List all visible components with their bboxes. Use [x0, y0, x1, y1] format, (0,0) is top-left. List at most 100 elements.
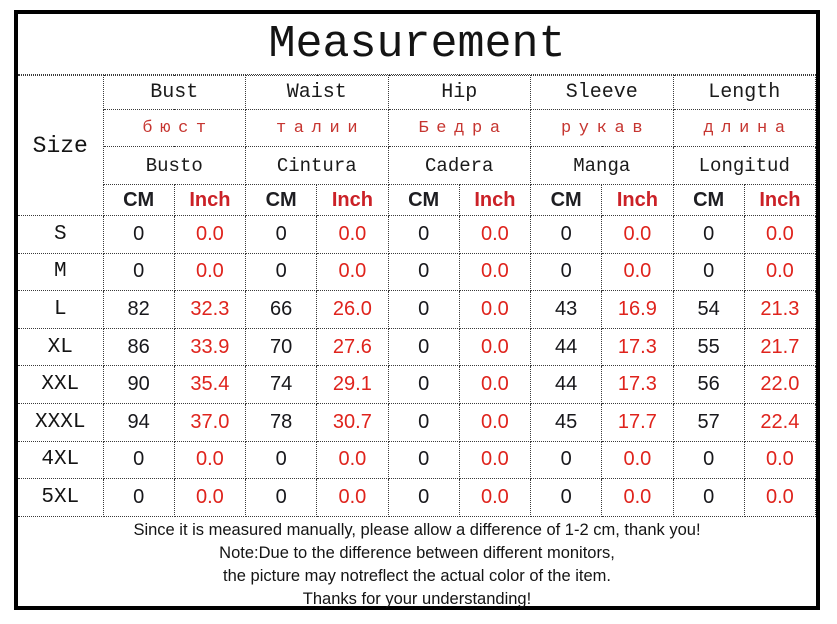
- size-row-xxl: XXL 90 35.4 74 29.1 0 0.0 44 17.3 56 22.0: [18, 365, 817, 404]
- value-cell-inch: 0.0: [458, 365, 532, 404]
- size-label: L: [18, 290, 104, 329]
- column-group-length-russian: длина: [672, 109, 816, 147]
- waist-inch-unit-header: Inch: [316, 184, 389, 216]
- value-cell-cm: 0: [672, 478, 745, 517]
- hip-inch-unit-header: Inch: [458, 184, 532, 216]
- value-cell-inch: 0.0: [316, 478, 389, 517]
- column-group-waist-english: Waist: [245, 75, 389, 110]
- value-cell-cm: 86: [102, 327, 175, 367]
- page-title: Measurement: [18, 14, 816, 75]
- value-cell-cm: 82: [102, 290, 175, 329]
- value-cell-inch: 0.0: [458, 478, 532, 517]
- value-cell-inch: 0.0: [458, 440, 532, 480]
- value-cell-inch: 0.0: [458, 402, 532, 442]
- size-column-header: Size: [18, 75, 104, 216]
- size-chart-frame: Measurement Size Bust Waist Hip Sleeve Lengt…: [14, 10, 820, 610]
- footer-line-4: Thanks for your understanding!: [302, 589, 532, 608]
- disclaimer-footer: Since it is measured manually, please al…: [18, 517, 816, 614]
- value-cell-inch: 0.0: [173, 215, 247, 254]
- column-group-bust-russian: бюст: [102, 109, 246, 147]
- value-cell-cm: 0: [387, 402, 460, 442]
- value-cell-cm: 0: [529, 252, 603, 292]
- value-cell-cm: 0: [387, 478, 460, 517]
- size-row-5xl: 5XL 0 0.0 0 0.0 0 0.0 0 0.0 0 0.0: [18, 478, 817, 517]
- value-cell-inch: 0.0: [601, 252, 674, 292]
- value-cell-cm: 70: [244, 327, 318, 367]
- column-group-bust-english: Bust: [102, 75, 246, 110]
- value-cell-inch: 0.0: [173, 440, 247, 480]
- value-cell-inch: 22.4: [743, 402, 817, 442]
- value-cell-cm: 74: [244, 365, 318, 404]
- size-label: XXXL: [18, 402, 104, 442]
- measurement-table-body: Size Bust Waist Hip Sleeve Length бюст талии Б…: [18, 75, 817, 517]
- size-row-l: L 82 32.3 66 26.0 0 0.0 43 16.9 54 21.3: [18, 290, 817, 329]
- column-group-hip-spanish: Cadera: [387, 146, 531, 185]
- value-cell-inch: 0.0: [458, 327, 532, 367]
- value-cell-cm: 0: [672, 252, 745, 292]
- column-group-sleeve-russian: рукав: [530, 109, 674, 147]
- value-cell-cm: 43: [529, 290, 603, 329]
- value-cell-cm: 44: [529, 365, 603, 404]
- value-cell-inch: 0.0: [743, 252, 817, 292]
- value-cell-cm: 0: [387, 440, 460, 480]
- value-cell-cm: 0: [244, 478, 318, 517]
- value-cell-inch: 30.7: [316, 402, 389, 442]
- column-group-length-spanish: Longitud: [672, 146, 816, 185]
- value-cell-cm: 0: [102, 215, 175, 254]
- size-label: M: [18, 252, 104, 292]
- value-cell-inch: 21.3: [743, 290, 817, 329]
- value-cell-inch: 0.0: [601, 478, 674, 517]
- value-cell-inch: 17.3: [601, 365, 674, 404]
- value-cell-inch: 32.3: [173, 290, 247, 329]
- value-cell-cm: 0: [387, 365, 460, 404]
- value-cell-inch: 0.0: [173, 252, 247, 292]
- size-label: S: [18, 215, 104, 254]
- value-cell-cm: 0: [244, 440, 318, 480]
- value-cell-cm: 94: [102, 402, 175, 442]
- value-cell-inch: 35.4: [173, 365, 247, 404]
- value-cell-cm: 0: [102, 440, 175, 480]
- value-cell-cm: 0: [672, 440, 745, 480]
- size-row-4xl: 4XL 0 0.0 0 0.0 0 0.0 0 0.0 0 0.0: [18, 440, 817, 480]
- value-cell-inch: 16.9: [601, 290, 674, 329]
- value-cell-cm: 0: [529, 215, 603, 254]
- column-group-sleeve-spanish: Manga: [530, 146, 674, 185]
- column-group-length-english: Length: [672, 75, 816, 110]
- value-cell-cm: 56: [672, 365, 745, 404]
- value-cell-cm: 0: [672, 215, 745, 254]
- value-cell-inch: 37.0: [173, 402, 247, 442]
- length-cm-unit-header: CM: [672, 184, 745, 216]
- measurement-table: Size Bust Waist Hip Sleeve Length бюст талии Б…: [18, 75, 817, 517]
- header-row-spanish: Busto Cintura Cadera Manga Longitud: [18, 146, 816, 185]
- column-group-waist-russian: талии: [245, 109, 389, 147]
- value-cell-inch: 22.0: [743, 365, 817, 404]
- size-label: XL: [18, 327, 104, 367]
- value-cell-cm: 0: [387, 290, 460, 329]
- value-cell-inch: 17.7: [601, 402, 674, 442]
- header-row-units: CM Inch CM Inch CM Inch CM Inch CM Inch: [18, 184, 817, 216]
- header-row-english: Size Bust Waist Hip Sleeve Length: [18, 75, 816, 216]
- value-cell-inch: 27.6: [316, 327, 389, 367]
- value-cell-inch: 21.7: [743, 327, 817, 367]
- hip-cm-unit-header: CM: [387, 184, 460, 216]
- value-cell-inch: 0.0: [743, 478, 817, 517]
- sleeve-cm-unit-header: CM: [529, 184, 603, 216]
- size-label: 4XL: [18, 440, 104, 480]
- header-row-russian: бюст талии Бедра рукав длина: [18, 109, 816, 147]
- bust-cm-unit-header: CM: [102, 184, 175, 216]
- value-cell-inch: 0.0: [458, 252, 532, 292]
- column-group-sleeve-english: Sleeve: [530, 75, 674, 110]
- sleeve-inch-unit-header: Inch: [601, 184, 674, 216]
- value-cell-inch: 0.0: [458, 215, 532, 254]
- value-cell-cm: 0: [529, 440, 603, 480]
- length-inch-unit-header: Inch: [743, 184, 817, 216]
- value-cell-cm: 44: [529, 327, 603, 367]
- value-cell-cm: 0: [102, 478, 175, 517]
- footer-line-2: Note:Due to the difference between diffe…: [219, 543, 615, 562]
- column-group-hip-english: Hip: [387, 75, 531, 110]
- value-cell-inch: 0.0: [743, 440, 817, 480]
- footer-line-3: the picture may notreflect the actual co…: [223, 566, 611, 585]
- value-cell-inch: 0.0: [316, 440, 389, 480]
- size-label: 5XL: [18, 478, 104, 517]
- value-cell-cm: 66: [244, 290, 318, 329]
